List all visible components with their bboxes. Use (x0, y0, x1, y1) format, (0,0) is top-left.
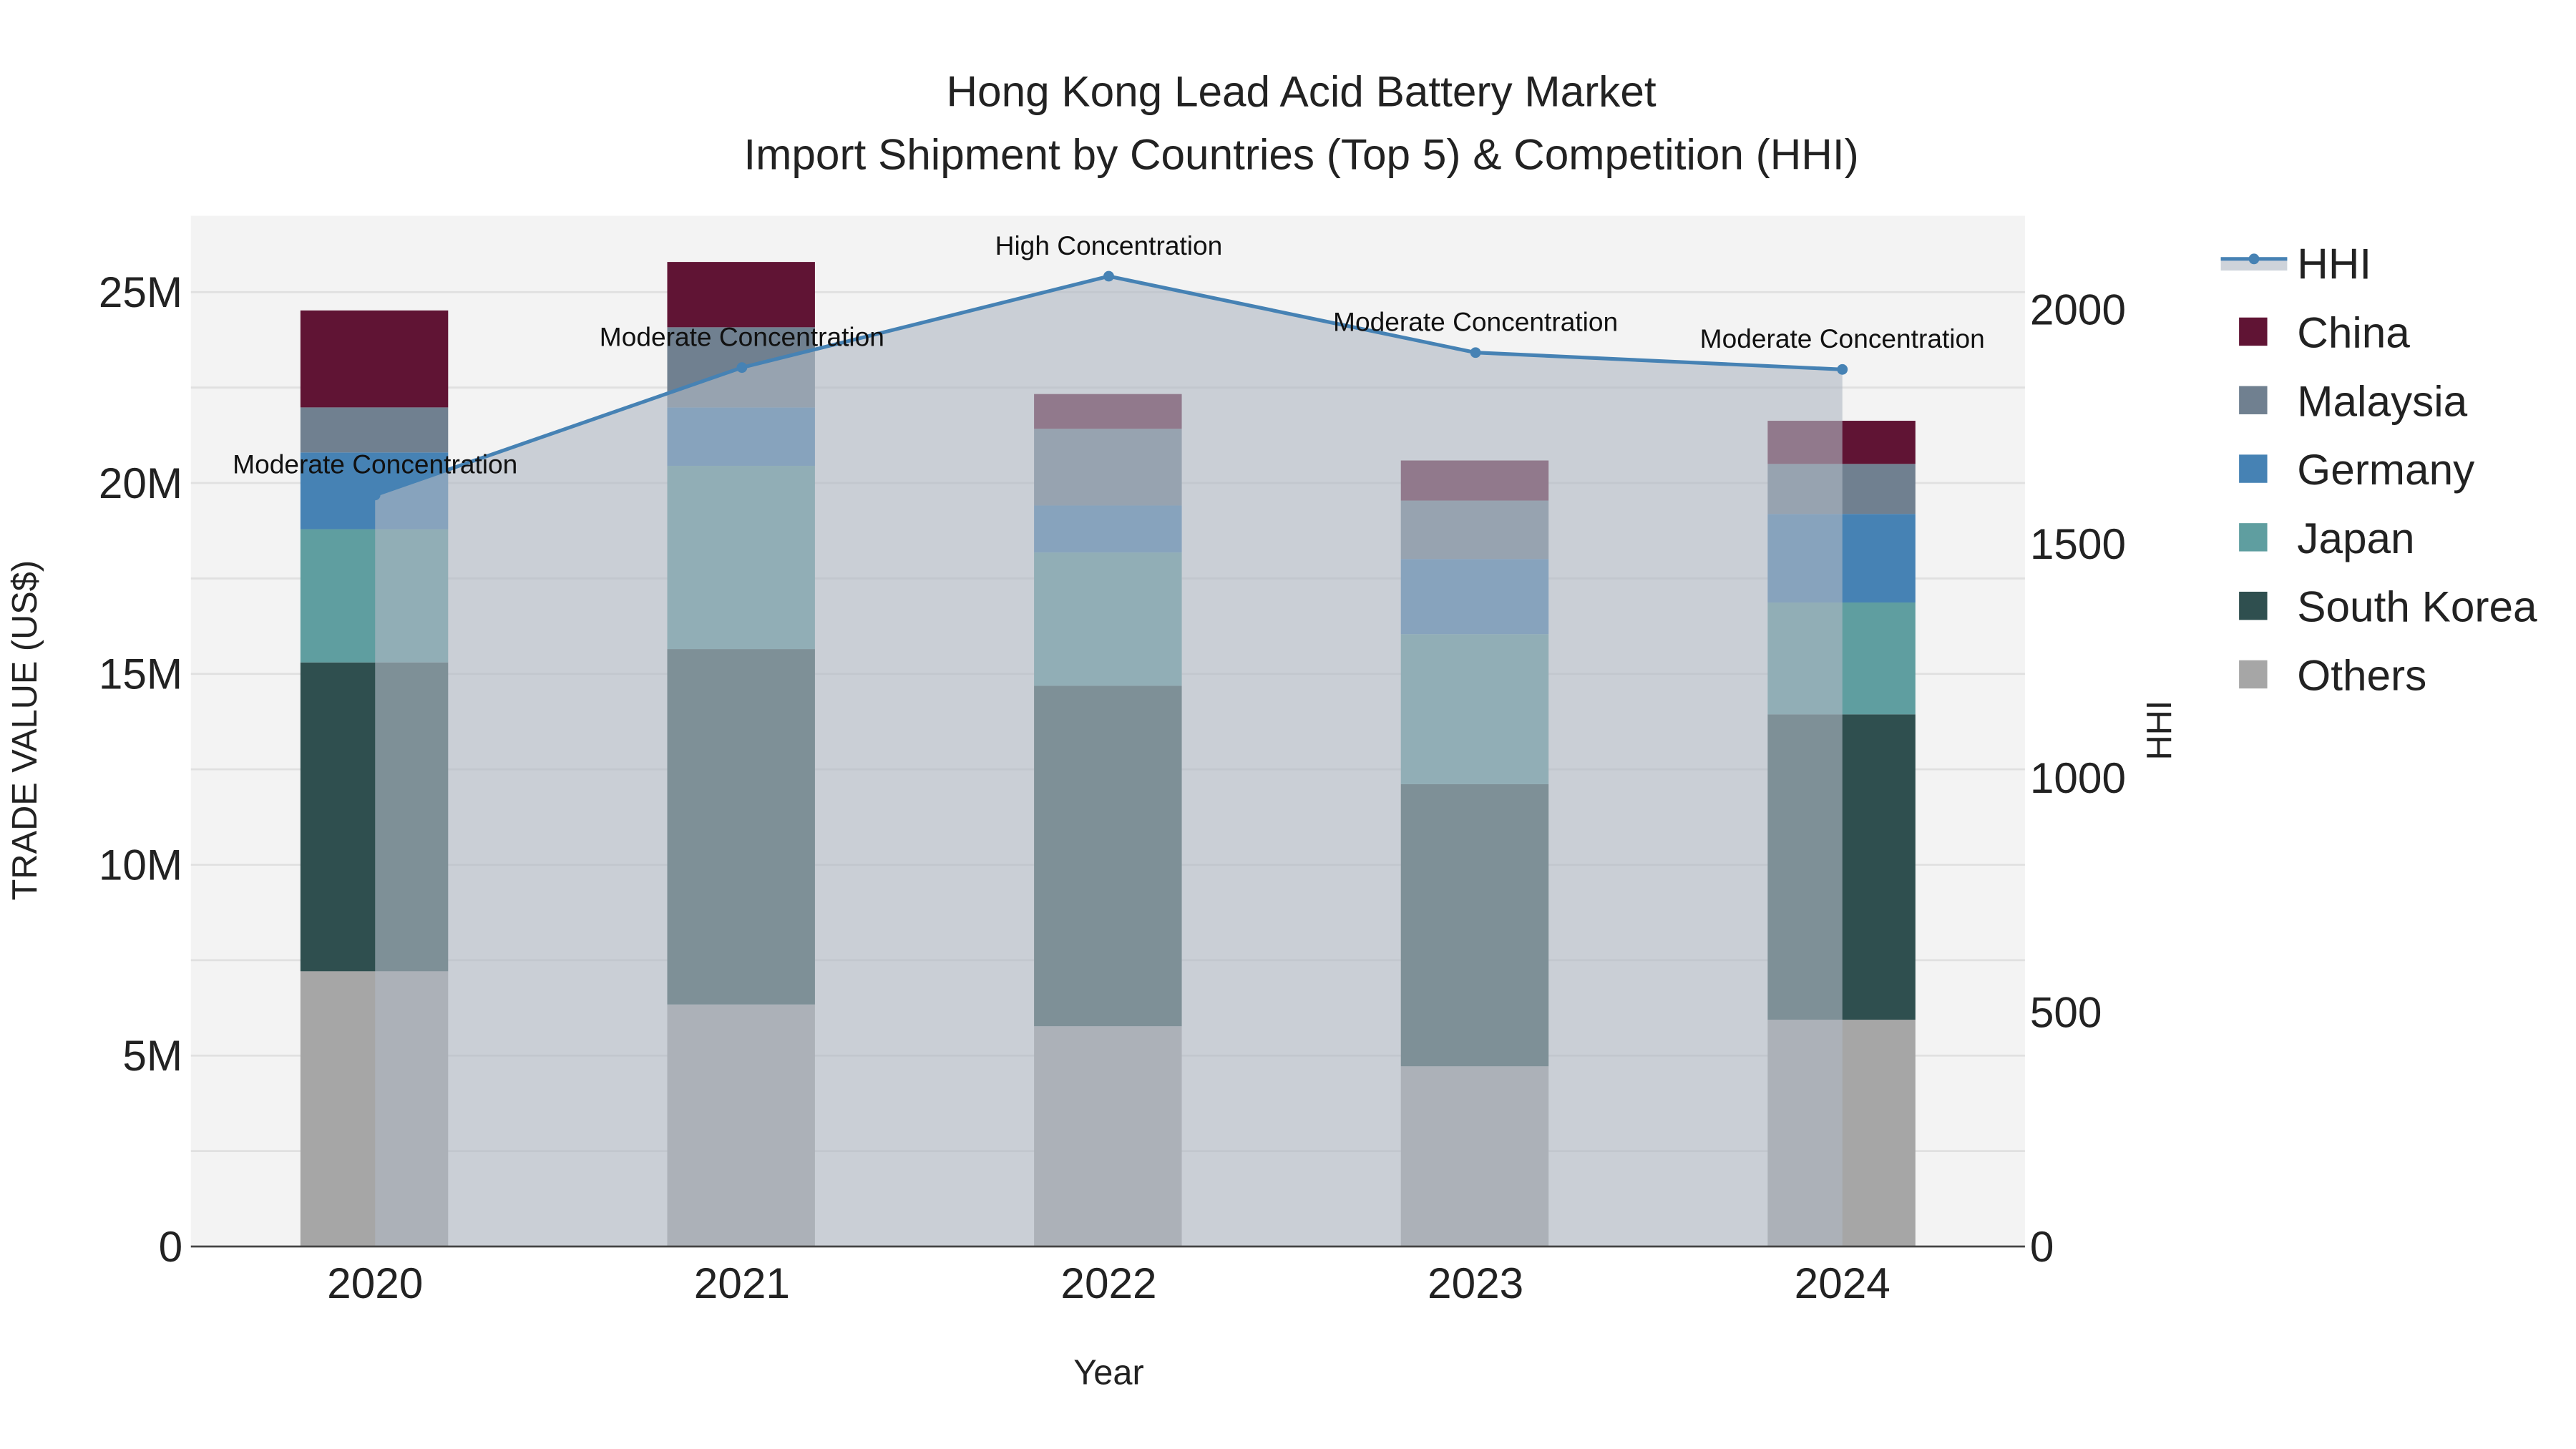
hhi-annotation-2020: Moderate Concentration (233, 449, 517, 479)
legend-label-south-korea: South Korea (2297, 582, 2537, 631)
y2-tick-label: 1500 (2030, 519, 2126, 568)
legend: HHI China Malaysia Germany Japan South Korea O… (2220, 240, 2537, 699)
legend-swatch-south-korea (2239, 591, 2268, 620)
legend-label-japan: Japan (2297, 514, 2414, 562)
x-tick-label: 2023 (1428, 1259, 1523, 1307)
y-tick-label: 15M (99, 650, 182, 698)
x-tick-label: 2020 (327, 1259, 423, 1307)
y-tick-label: 10M (99, 840, 182, 889)
y2-tick-label: 2000 (2030, 285, 2126, 333)
y-axis-label: TRADE VALUE (US$) (6, 560, 44, 900)
y-tick-label: 20M (99, 459, 182, 507)
chart-subtitle: Import Shipment by Countries (Top 5) & C… (743, 130, 1858, 179)
bar-malaysia-2020 (300, 407, 449, 453)
hhi-area (375, 276, 1843, 1247)
hhi-point-2023 (1470, 347, 1481, 358)
legend-label-germany: Germany (2297, 445, 2475, 494)
hhi-point-2020 (369, 489, 381, 501)
y2-tick-label: 1000 (2030, 753, 2126, 802)
hhi-annotation-2023: Moderate Concentration (1333, 307, 1618, 337)
chart-title: Hong Kong Lead Acid Battery Market (946, 67, 1656, 115)
hhi-annotation-2024: Moderate Concentration (1700, 323, 1985, 353)
hhi-annotation-2021: Moderate Concentration (600, 322, 884, 352)
legend-label-hhi: HHI (2297, 240, 2371, 288)
hhi-point-2021 (736, 362, 748, 374)
legend-swatch-japan (2239, 523, 2268, 552)
bar-china-2021 (667, 262, 815, 328)
hhi-point-2022 (1103, 270, 1114, 282)
y2-tick-label: 0 (2030, 1222, 2054, 1271)
x-tick-label: 2021 (694, 1259, 790, 1307)
x-tick-label: 2022 (1060, 1259, 1156, 1307)
legend-swatch-hhi-point (2248, 253, 2260, 265)
y2-axis-label: HHI (2140, 701, 2179, 761)
axes: 0 5M 10M 15M 20M 25M 0 500 1000 1500 2000 2020 2021 2… (99, 268, 2126, 1307)
y2-tick-label: 500 (2030, 988, 2102, 1037)
legend-label-china: China (2297, 308, 2410, 356)
legend-swatch-germany (2239, 454, 2268, 483)
bar-china-2020 (300, 310, 449, 408)
x-axis-label: Year (1073, 1354, 1143, 1392)
x-tick-label: 2024 (1795, 1259, 1890, 1307)
legend-swatch-china (2239, 317, 2268, 346)
legend-label-malaysia: Malaysia (2297, 376, 2467, 425)
y-tick-label: 25M (99, 268, 182, 316)
hhi-series: Moderate Concentration Moderate Concentra… (233, 230, 1985, 1247)
hhi-annotation-2022: High Concentration (995, 230, 1223, 260)
hhi-point-2024 (1837, 364, 1848, 375)
legend-label-others: Others (2297, 650, 2426, 699)
legend-swatch-others (2239, 660, 2268, 689)
y-tick-label: 0 (159, 1222, 183, 1271)
y-tick-label: 5M (122, 1031, 182, 1080)
legend-swatch-malaysia (2239, 386, 2268, 414)
